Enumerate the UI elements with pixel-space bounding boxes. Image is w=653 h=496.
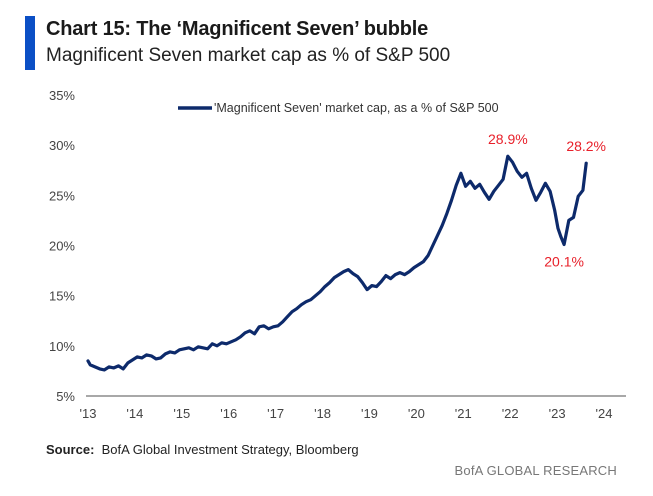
y-tick-label: 5% [56,389,75,404]
data-label-annotation: 28.9% [488,131,528,147]
annotations: 28.9% 28.2% 20.1% [488,131,606,269]
legend-label: 'Magnificent Seven' market cap, as a % o… [214,101,499,115]
source-note: Source: BofA Global Investment Strategy,… [46,442,359,457]
x-tick-label: '17 [267,406,284,421]
y-tick-label: 35% [49,88,75,103]
x-tick-label: '24 [596,406,613,421]
data-label-annotation: 28.2% [566,138,606,154]
x-tick-label: '13 [80,406,97,421]
x-tick-label: '14 [126,406,143,421]
brand-label: BofA GLOBAL RESEARCH [454,463,617,478]
data-label-annotation: 20.1% [544,253,584,269]
y-tick-label: 10% [49,339,75,354]
y-tick-label: 30% [49,138,75,153]
chart-title: Chart 15: The ‘Magnificent Seven’ bubble [46,18,429,40]
y-axis-ticks: 5% 10% 15% 20% 25% 30% 35% [49,88,75,404]
source-text: BofA Global Investment Strategy, Bloombe… [101,442,359,457]
x-tick-label: '19 [361,406,378,421]
y-tick-label: 20% [49,239,75,254]
x-tick-label: '15 [173,406,190,421]
chart-subtitle: Magnificent Seven market cap as % of S&P… [46,45,451,66]
x-tick-label: '21 [455,406,472,421]
x-tick-label: '20 [408,406,425,421]
x-tick-label: '23 [549,406,566,421]
x-tick-label: '22 [502,406,519,421]
source-label: Source: [46,442,95,457]
y-tick-label: 15% [49,289,75,304]
series-line-mag7-share [86,154,588,372]
legend: 'Magnificent Seven' market cap, as a % o… [178,101,499,115]
y-tick-label: 25% [49,188,75,203]
x-axis-ticks: '13 '14 '15 '16 '17 '18 '19 '20 '21 '22 '23 '24 [80,406,613,421]
title-accent-bar [25,16,35,70]
x-tick-label: '18 [314,406,331,421]
x-tick-label: '16 [220,406,237,421]
